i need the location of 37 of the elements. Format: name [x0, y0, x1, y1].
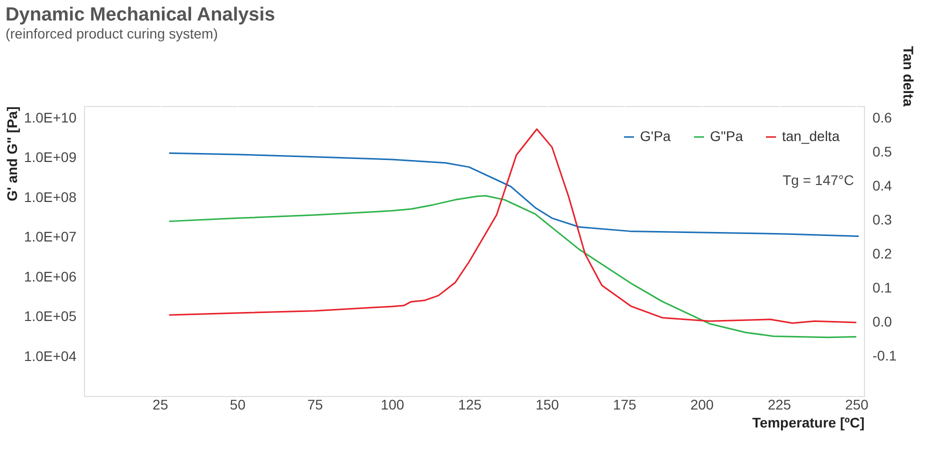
y-tick-label: 1.0E+08: [24, 188, 77, 205]
legend-label: G'Pa: [640, 128, 671, 144]
x-tick-label: 150: [536, 396, 560, 412]
x-tick-label: 125: [458, 396, 482, 412]
legend-label: G"Pa: [710, 128, 744, 144]
x-tick-label: 250: [845, 396, 869, 412]
line-series: [168, 128, 858, 324]
y-tick-label: 1.0E+06: [24, 268, 77, 284]
line-series: [168, 195, 858, 338]
y-tick-label: 1.0E+09: [24, 149, 77, 166]
y-tick-label: 1.0E+05: [24, 308, 77, 324]
y2-tick-label: -0.1: [872, 348, 897, 364]
y-tick-label: 1.0E+04: [24, 348, 77, 364]
x-tick-label: 225: [768, 396, 792, 412]
y-tick-label: 1.0E+10: [24, 109, 77, 126]
x-tick-label: 200: [690, 396, 714, 412]
y2-tick-label: 0.3: [872, 212, 892, 228]
x-tick-label: 25: [152, 396, 168, 412]
x-tick-label: 175: [612, 396, 637, 412]
x-tick-label: 75: [307, 396, 324, 412]
y2-axis-title: Tan delta: [900, 46, 917, 107]
y-tick-label: 1.0E+07: [24, 228, 77, 245]
x-axis-title: Temperature [ºC]: [752, 414, 864, 430]
x-tick-label: 100: [380, 396, 404, 412]
x-tick-label: 50: [230, 396, 246, 412]
legend-label: tan_delta: [782, 128, 840, 144]
y2-tick-label: 0.5: [872, 143, 892, 160]
chart-title: Dynamic Mechanical Analysis: [5, 4, 276, 26]
y2-tick-label: 0.0: [872, 314, 892, 330]
y2-tick-label: 0.2: [872, 246, 892, 262]
y2-tick-label: 0.4: [872, 177, 892, 194]
y2-tick-label: 0.1: [872, 280, 892, 296]
y-axis-title: G' and G" [Pa]: [4, 106, 20, 202]
line-series: [168, 152, 860, 238]
y2-tick-label: 0.6: [872, 109, 892, 126]
annotation: Tg = 147°C: [782, 172, 854, 188]
chart-subtitle: (reinforced product curing system): [5, 26, 218, 42]
